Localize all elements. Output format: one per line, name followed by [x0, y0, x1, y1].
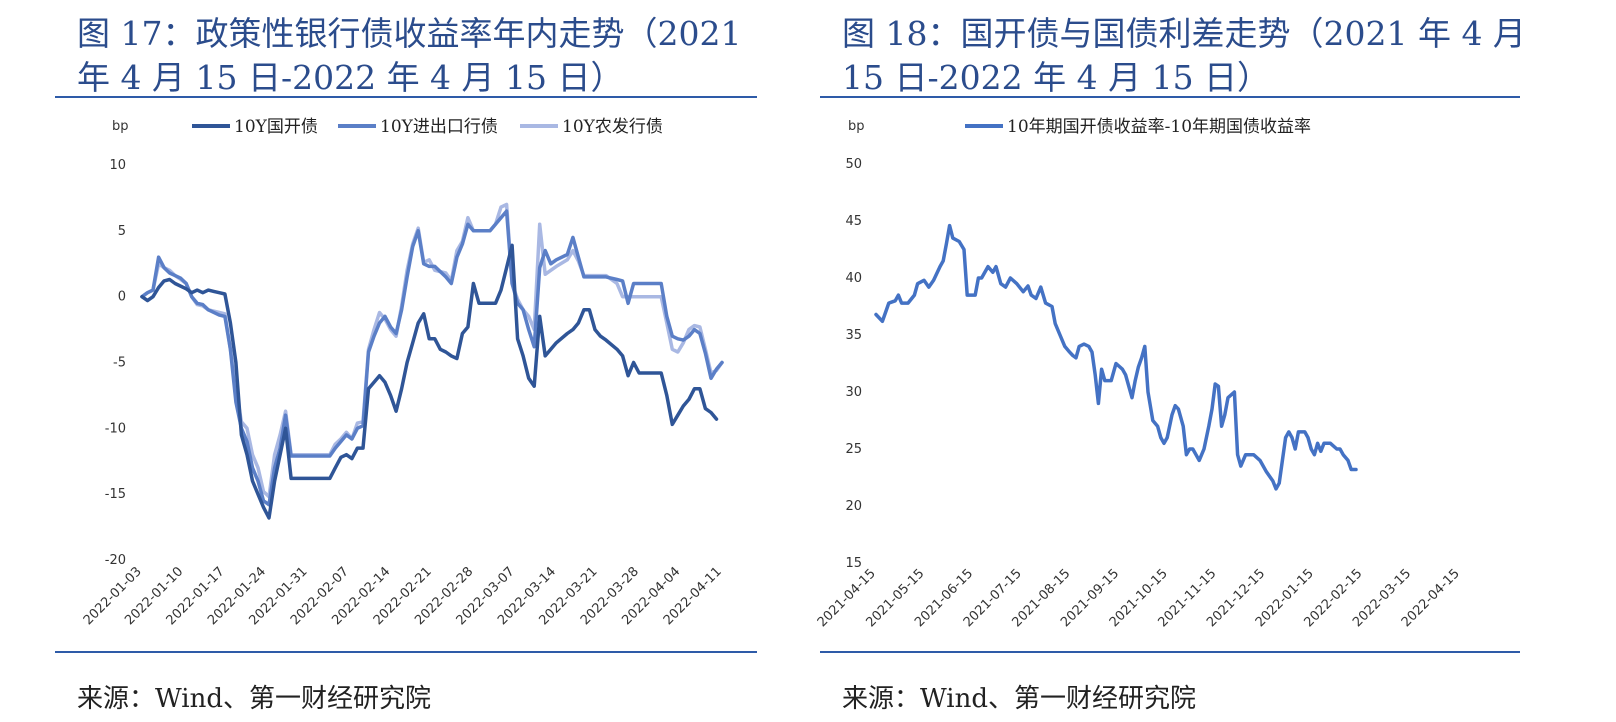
y-tick-label: 35 [845, 328, 862, 343]
y-tick-label: 10 [109, 158, 126, 173]
y-unit-label: bp [848, 119, 865, 134]
figure-17-title: 图 17：政策性银行债收益率年内走势（2021 年 4 月 15 日-2022 … [77, 14, 742, 97]
source-rule [820, 651, 1520, 653]
y-tick-label: 50 [845, 157, 862, 172]
y-tick-label: -20 [105, 553, 126, 568]
legend-label: 10Y国开债 [234, 117, 318, 137]
source-rule [55, 651, 757, 653]
title-rule [55, 96, 757, 98]
y-tick-label: 25 [845, 442, 862, 457]
y-tick-label: 20 [845, 499, 862, 514]
series-line [874, 223, 1358, 491]
figure-17-panel: 图 17：政策性银行债收益率年内走势（2021 年 4 月 15 日-2022 … [0, 0, 800, 722]
series-line [140, 243, 719, 520]
y-tick-label: 5 [118, 224, 126, 239]
y-tick-label: 40 [845, 271, 862, 286]
series-line [140, 209, 724, 507]
legend-label: 10Y农发行债 [562, 117, 663, 137]
y-tick-label: -15 [105, 487, 126, 502]
y-tick-label: 15 [845, 556, 862, 571]
figure-18-title: 图 18：国开债与国债利差走势（2021 年 4 月 15 日-2022 年 4… [842, 14, 1526, 97]
y-tick-label: -10 [105, 421, 126, 436]
figure-17-source: 来源：Wind、第一财经研究院 [77, 684, 431, 714]
title-rule [820, 96, 1520, 98]
chart-18: bp50454035302520152021-04-152021-05-1520… [815, 117, 1463, 630]
y-unit-label: bp [112, 119, 129, 134]
y-tick-label: -5 [113, 356, 126, 371]
y-tick-label: 30 [845, 385, 862, 400]
y-tick-label: 0 [118, 290, 126, 305]
legend-label: 10Y进出口行债 [380, 117, 498, 137]
figure-18-panel: 图 18：国开债与国债利差走势（2021 年 4 月 15 日-2022 年 4… [815, 0, 1616, 722]
legend-label: 10年期国开债收益率-10年期国债收益率 [1007, 117, 1311, 137]
figure-18-source: 来源：Wind、第一财经研究院 [842, 684, 1196, 714]
chart-17: bp1050-5-10-15-202022-01-032022-01-10202… [81, 117, 725, 628]
y-tick-label: 45 [845, 214, 862, 229]
